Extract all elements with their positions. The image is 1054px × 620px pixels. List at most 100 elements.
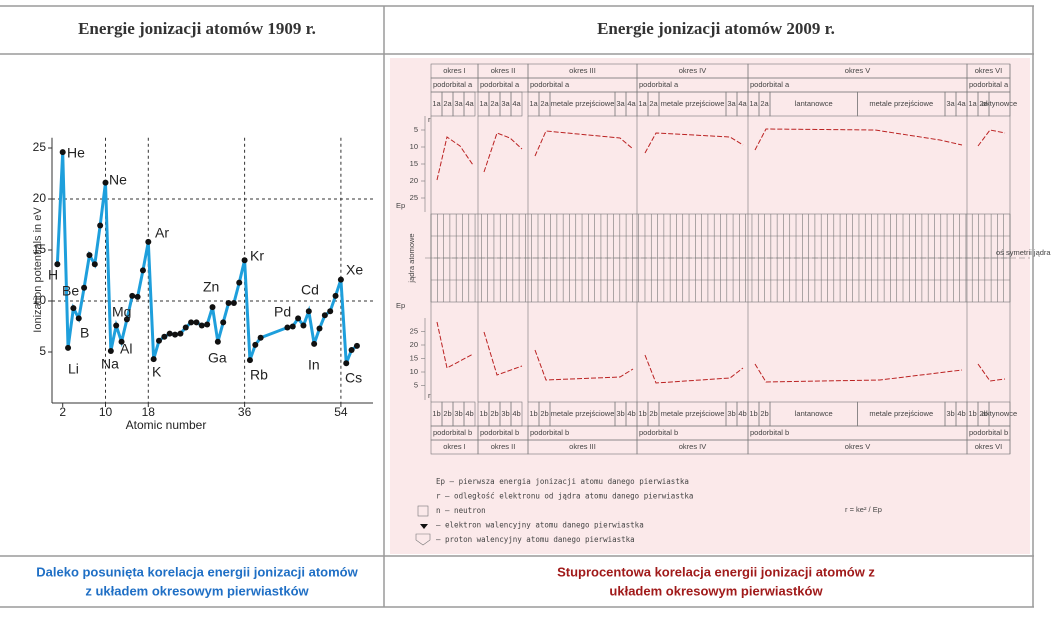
element-label: B <box>80 325 89 341</box>
legend-icon <box>417 505 429 517</box>
caption-left: z układem okresowym pierwiastków <box>85 583 309 598</box>
element-label: Mg <box>112 304 131 320</box>
group-label: 1a <box>479 99 488 108</box>
period-label: okres III <box>569 66 596 75</box>
group-label: 4a <box>957 99 966 108</box>
scale-label: 25 <box>410 193 418 202</box>
element-label: Kr <box>250 248 264 264</box>
element-label: Na <box>101 356 119 372</box>
element-label: Zn <box>203 279 219 295</box>
data-point <box>75 315 82 322</box>
diagram-background <box>390 58 1030 554</box>
group-label: 2b <box>490 409 498 418</box>
data-point <box>246 357 253 364</box>
element-label: He <box>67 145 85 161</box>
legend-icon <box>415 533 431 546</box>
group-label: 4a <box>627 99 636 108</box>
orbital-label: podorbital b <box>750 428 789 437</box>
element-label: Ne <box>109 172 127 188</box>
data-point <box>65 344 72 351</box>
data-point <box>252 341 259 348</box>
orbital-label: podorbital b <box>530 428 569 437</box>
group-label: 4a <box>512 99 521 108</box>
energy-curve <box>644 132 744 154</box>
group-label: 3a <box>727 99 736 108</box>
group-label: 3b <box>616 409 624 418</box>
group-label: 2b <box>760 409 768 418</box>
data-point <box>305 308 312 315</box>
period-label: okres I <box>443 442 466 451</box>
x-tick-label: 54 <box>334 405 348 419</box>
scale-label: 10 <box>410 367 418 376</box>
scale-label: 20 <box>410 176 418 185</box>
group-label: 1a <box>968 99 977 108</box>
ep-label: Ep <box>396 201 405 210</box>
x-tick-label: 10 <box>99 405 113 419</box>
group-label: aktynowce <box>982 409 1017 418</box>
y-axis-label: Ionization potentials in eV <box>32 207 44 333</box>
r-label: r <box>428 115 431 124</box>
data-point <box>97 222 104 229</box>
data-point <box>241 257 248 264</box>
r-label: r <box>428 391 431 400</box>
data-point <box>198 322 205 329</box>
data-point <box>107 347 114 354</box>
data-point <box>161 333 168 340</box>
group-label: metale przejściowe <box>551 409 615 418</box>
orbital-label: podorbital b <box>480 428 519 437</box>
data-point <box>81 284 88 291</box>
data-point <box>284 324 291 331</box>
group-label: 4b <box>512 409 520 418</box>
orbital-label: podorbital a <box>433 80 473 89</box>
data-point <box>91 261 98 268</box>
y-tick-label: 20 <box>33 191 47 205</box>
y-tick-label: 10 <box>33 293 47 307</box>
orbital-label: podorbital b <box>969 428 1008 437</box>
scale-label: 15 <box>410 353 418 362</box>
legend-icon <box>420 524 428 529</box>
data-point <box>166 330 173 337</box>
caption-right: Stuprocentowa korelacja energii jonizacj… <box>557 564 875 579</box>
data-point <box>134 293 141 300</box>
data-point <box>214 338 221 345</box>
group-label: 2b <box>649 409 657 418</box>
group-label: metale przejściowe <box>661 409 725 418</box>
group-label: 3b <box>501 409 509 418</box>
group-label: metale przejściowe <box>869 99 933 108</box>
period-label: okres II <box>491 442 516 451</box>
group-label: lantanowce <box>795 409 833 418</box>
group-label: 3a <box>454 99 463 108</box>
data-point <box>353 342 360 349</box>
group-label: metale przejściowe <box>661 99 725 108</box>
data-point <box>139 267 146 274</box>
scale-label: 20 <box>410 340 418 349</box>
scale-label: 15 <box>410 159 418 168</box>
data-point <box>343 360 350 367</box>
data-point <box>156 337 162 344</box>
element-label: Cd <box>301 282 319 298</box>
data-point <box>204 321 211 328</box>
energy-curve <box>436 321 474 369</box>
formula: r = ke² / Ep <box>845 505 882 514</box>
group-label: 2a <box>443 99 452 108</box>
element-label: Rb <box>250 367 268 383</box>
element-label: Cs <box>345 370 362 386</box>
group-label: 1b <box>749 409 757 418</box>
orbital-label: podorbital a <box>750 80 790 89</box>
energy-curve <box>977 129 1006 147</box>
scale-label: 25 <box>410 326 418 335</box>
group-label: 1b <box>432 409 440 418</box>
legend-text: n – neutron <box>436 506 486 515</box>
legend-text: Ep – pierwsza energia jonizacji atomu da… <box>436 477 689 486</box>
data-point <box>150 356 157 363</box>
table-borders <box>0 5 1034 608</box>
element-label: Be <box>62 283 79 299</box>
energy-curve <box>977 363 1006 382</box>
energy-curve <box>644 354 744 384</box>
group-label: 2a <box>760 99 769 108</box>
data-point <box>182 324 189 331</box>
legend-text: – proton walencyjny atomu danego pierwia… <box>436 535 635 544</box>
data-point <box>70 305 77 312</box>
group-label: 3a <box>616 99 625 108</box>
data-point <box>300 322 307 329</box>
